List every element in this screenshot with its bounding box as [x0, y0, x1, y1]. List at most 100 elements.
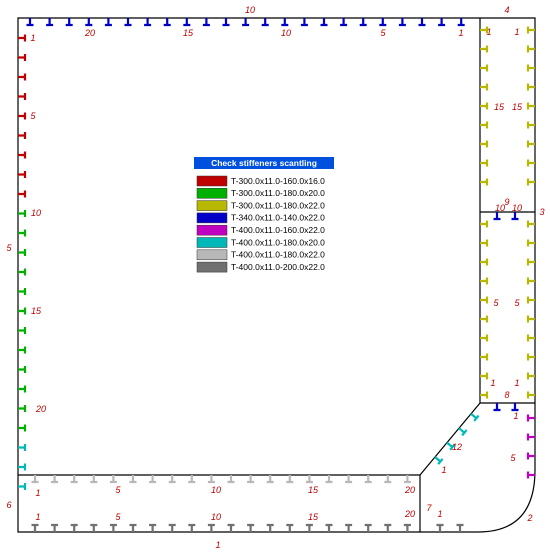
stiffener: [480, 64, 489, 72]
stiffeners: [18, 18, 535, 532]
stiffener: [129, 475, 137, 484]
legend-title: Check stiffeners scantling: [211, 158, 317, 168]
stiffener: [18, 288, 27, 295]
stiffener: [18, 327, 27, 334]
stiffener: [104, 18, 112, 27]
position-label: 1: [514, 27, 519, 37]
stiffener: [18, 249, 27, 256]
stiffener: [65, 18, 73, 27]
legend-swatch: [196, 175, 228, 187]
stiffener: [18, 346, 27, 354]
position-label: 10: [512, 203, 522, 213]
stiffener: [526, 178, 535, 186]
position-label: 5: [115, 485, 121, 495]
stiffener: [480, 372, 489, 380]
stiffener: [480, 159, 489, 167]
stiffener: [418, 18, 426, 27]
position-label: 6: [6, 500, 11, 510]
legend-swatch: [196, 261, 228, 273]
stiffener: [364, 523, 372, 532]
stiffener: [480, 315, 489, 323]
stiffener: [18, 229, 27, 237]
stiffener: [526, 26, 535, 34]
legend-label: T-300.0x11.0-180.0x22.0: [231, 200, 325, 210]
stiffener: [149, 523, 157, 532]
position-label: 10: [31, 208, 41, 218]
position-label: 1: [486, 27, 491, 37]
legend-label: T-340.0x11.0-140.0x22.0: [231, 213, 325, 223]
position-label: 5: [380, 28, 386, 38]
stiffener: [51, 523, 59, 532]
stiffener: [526, 414, 535, 422]
stiffener: [242, 18, 250, 27]
stiffener: [305, 523, 313, 532]
stiffener: [526, 471, 535, 479]
stiffener: [480, 140, 489, 148]
stiffener: [480, 391, 489, 399]
stiffener: [480, 102, 489, 110]
stiffener: [18, 190, 27, 198]
legend-label: T-300.0x11.0-180.0x20.0: [231, 188, 325, 198]
stiffener: [526, 159, 535, 167]
stiffener: [188, 475, 196, 484]
stiffener: [320, 18, 328, 27]
position-label: 10: [211, 485, 221, 495]
position-label: 1: [513, 411, 518, 421]
stiffener: [384, 523, 392, 532]
stiffener: [345, 475, 353, 484]
outer-hull: [17, 17, 536, 533]
position-label: 1: [437, 509, 442, 519]
position-label: 15: [308, 485, 319, 495]
position-label: 1: [35, 488, 40, 498]
stiffener: [480, 121, 489, 129]
position-label: 1: [514, 378, 519, 388]
legend-title-bar: [194, 157, 334, 169]
stiffener: [18, 132, 27, 139]
stiffener: [480, 277, 489, 285]
stiffener: [144, 18, 152, 27]
stiffener: [286, 523, 294, 532]
stiffener: [109, 523, 117, 532]
stiffener: [31, 475, 39, 484]
stiffener: [222, 18, 230, 27]
stiffener: [18, 112, 27, 120]
stiffener: [526, 315, 535, 323]
position-label: 10: [495, 203, 505, 213]
stiffener: [480, 258, 489, 266]
stiffener: [207, 523, 215, 532]
stiffener: [434, 456, 444, 465]
legend-swatch: [196, 249, 228, 261]
position-label: 1: [35, 512, 40, 522]
stiffener: [90, 523, 98, 532]
stiffener: [51, 475, 59, 484]
legend-label: T-400.0x11.0-200.0x22.0: [231, 262, 325, 272]
stiffener: [188, 523, 196, 532]
stiffener: [480, 178, 489, 186]
stiffener: [247, 523, 255, 532]
stiffener: [26, 18, 34, 27]
position-label: 1: [30, 33, 35, 43]
stiffener: [493, 403, 501, 412]
legend-swatch: [196, 200, 228, 211]
stiffener: [480, 220, 489, 228]
stiffener: [163, 18, 171, 27]
position-label: 7: [426, 503, 432, 513]
stiffener: [247, 475, 255, 484]
stiffener: [18, 54, 27, 61]
stiffener: [261, 18, 269, 27]
stiffener: [438, 18, 446, 27]
position-label: 5: [115, 512, 121, 522]
stiffener: [345, 523, 353, 532]
stiffener: [109, 475, 117, 484]
stiffener: [398, 18, 406, 27]
stiffener: [227, 523, 235, 532]
stiffener: [266, 523, 274, 532]
stiffener: [18, 171, 27, 178]
stiffener: [266, 475, 274, 484]
stiffener: [446, 441, 456, 451]
stiffener: [31, 523, 39, 532]
stringers: [480, 211, 535, 404]
stiffener: [227, 475, 235, 484]
stiffener: [18, 463, 27, 471]
